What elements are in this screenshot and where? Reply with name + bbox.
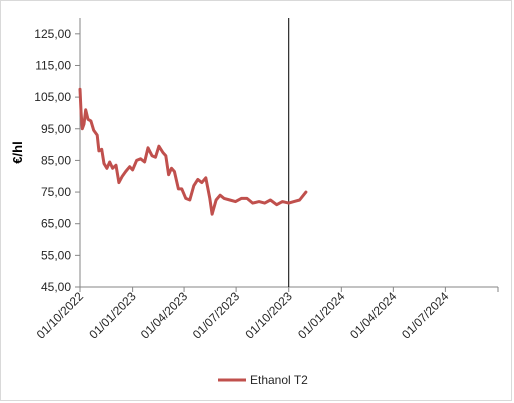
y-tick-label: 65,00 bbox=[41, 217, 71, 231]
y-tick-label: 55,00 bbox=[41, 248, 71, 262]
x-tick-label: 01/10/2022 bbox=[34, 289, 87, 342]
x-tick-label: 01/04/2024 bbox=[347, 289, 400, 342]
series-line bbox=[78, 87, 308, 216]
y-tick-label: 75,00 bbox=[41, 185, 71, 199]
y-tick-label: 105,00 bbox=[34, 90, 71, 104]
y-axis-title: €/hl bbox=[10, 141, 25, 163]
y-tick-label: 125,00 bbox=[34, 27, 71, 41]
x-tick-label: 01/07/2024 bbox=[399, 289, 452, 342]
y-tick-label: 115,00 bbox=[35, 58, 71, 72]
x-tick-label: 01/10/2023 bbox=[242, 289, 295, 342]
x-tick-label: 01/01/2024 bbox=[295, 289, 348, 342]
y-tick-label: 95,00 bbox=[41, 122, 71, 136]
x-tick-label: 01/07/2023 bbox=[190, 289, 243, 342]
y-tick-label: 85,00 bbox=[41, 153, 71, 167]
y-tick-label: 45,00 bbox=[41, 280, 71, 294]
legend-label: Ethanol T2 bbox=[250, 373, 308, 387]
x-tick-label: 01/01/2023 bbox=[86, 289, 139, 342]
x-tick-label: 01/04/2023 bbox=[138, 289, 191, 342]
